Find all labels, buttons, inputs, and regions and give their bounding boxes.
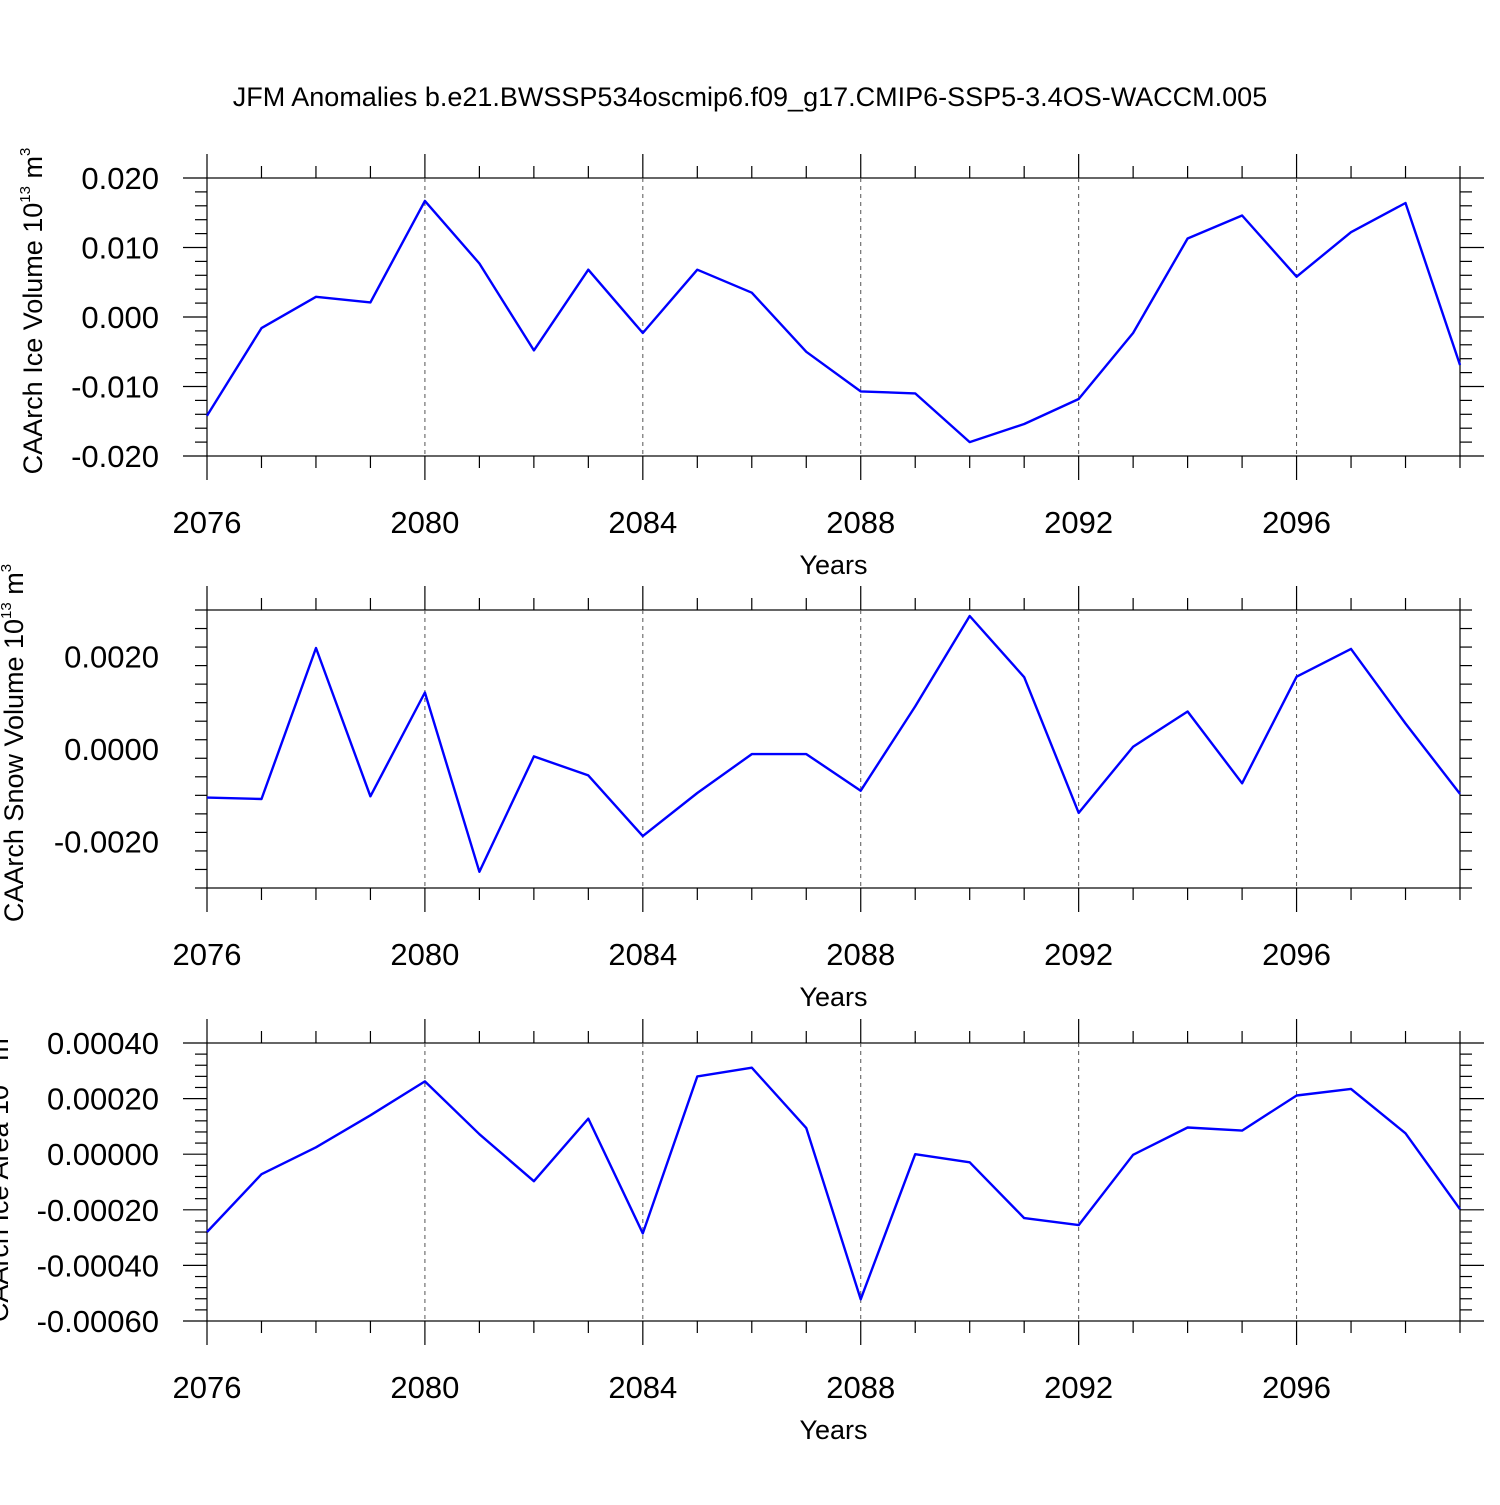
y-axis-label-unit-exponent: 3 (17, 148, 34, 156)
y-axis-label-unit: m (0, 1038, 14, 1068)
y-tick-label: 0.010 (81, 231, 159, 266)
y-axis-label: CAArch Ice Volume 1013 m3 (17, 148, 48, 475)
y-tick-label: 0.00040 (47, 1026, 159, 1061)
y-tick-label: 0.0020 (64, 639, 159, 674)
x-tick-label: 2076 (173, 937, 242, 972)
figure-title: JFM Anomalies b.e21.BWSSP534oscmip6.f09_… (233, 82, 1267, 112)
x-tick-label: 2084 (608, 1370, 677, 1405)
x-tick-label: 2096 (1262, 1370, 1331, 1405)
x-tick-label: 2092 (1044, 1370, 1113, 1405)
y-axis-label-text: CAArch Ice Area 10 (0, 1085, 14, 1322)
x-tick-label: 2088 (826, 505, 895, 540)
y-axis-label: CAArch Ice Area 1013 m2 (0, 1030, 14, 1322)
chart-panel-3: 2076 2080 2084 2088 2092 2096 -0.00060 -0.00040… (0, 1019, 1484, 1445)
y-tick-label: -0.020 (71, 439, 159, 474)
chart-panel-1: 2076 2080 2084 2088 2092 2096 -0.020 -0.010 0.00… (17, 148, 1484, 580)
y-axis-label-text: CAArch Snow Volume 10 (0, 619, 29, 922)
y-axis-label-unit: m (0, 572, 29, 602)
x-tick-label: 2076 (173, 1370, 242, 1405)
series-line-1 (207, 201, 1460, 442)
y-axis-label: CAArch Snow Volume 1013 m3 (0, 564, 29, 922)
y-axis-label-unit: m (18, 156, 48, 186)
y-axis-label-unit-exponent: 3 (0, 564, 15, 572)
x-tick-label: 2092 (1044, 505, 1113, 540)
y-tick-label: -0.00040 (37, 1248, 159, 1283)
x-tick-label: 2088 (826, 937, 895, 972)
x-tick-label: 2080 (390, 937, 459, 972)
x-tick-label: 2080 (390, 505, 459, 540)
x-tick-label: 2092 (1044, 937, 1113, 972)
x-tick-label: 2084 (608, 937, 677, 972)
x-tick-label: 2084 (608, 505, 677, 540)
x-tick-label: 2096 (1262, 505, 1331, 540)
x-axis-label: Years (799, 1415, 867, 1445)
y-axis-label-exponent: 13 (0, 602, 15, 619)
plot-frame (207, 178, 1460, 456)
x-tick-label: 2088 (826, 1370, 895, 1405)
plot-frame (207, 1043, 1460, 1321)
y-tick-label: 0.00000 (47, 1137, 159, 1172)
y-tick-label: -0.0020 (54, 825, 159, 860)
x-tick-label: 2080 (390, 1370, 459, 1405)
x-tick-label: 2076 (173, 505, 242, 540)
chart-panel-2: 2076 2080 2084 2088 2092 2096 -0.0020 0.0000 0.0… (0, 564, 1472, 1012)
y-tick-label: 0.00020 (47, 1082, 159, 1117)
x-tick-label: 2096 (1262, 937, 1331, 972)
series-line-1 (207, 1068, 1460, 1300)
y-tick-label: 0.020 (81, 161, 159, 196)
y-axis-label-exponent: 13 (17, 186, 34, 203)
y-tick-label: 0.0000 (64, 732, 159, 767)
series-line-1 (207, 616, 1460, 872)
y-tick-label: -0.010 (71, 370, 159, 405)
x-axis-label: Years (799, 550, 867, 580)
y-tick-label: 0.000 (81, 300, 159, 335)
x-axis-label: Years (799, 982, 867, 1012)
y-tick-label: -0.00060 (37, 1304, 159, 1339)
y-axis-label-text: CAArch Ice Volume 10 (18, 203, 48, 475)
y-tick-label: -0.00020 (37, 1193, 159, 1228)
